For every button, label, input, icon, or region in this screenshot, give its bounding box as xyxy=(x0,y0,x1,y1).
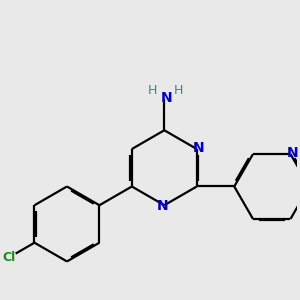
Text: N: N xyxy=(286,146,298,160)
Text: N: N xyxy=(157,199,168,213)
Text: N: N xyxy=(160,91,172,105)
Text: N: N xyxy=(193,141,205,155)
Text: Cl: Cl xyxy=(2,251,16,264)
Text: H: H xyxy=(148,84,157,97)
Text: H: H xyxy=(173,84,183,97)
